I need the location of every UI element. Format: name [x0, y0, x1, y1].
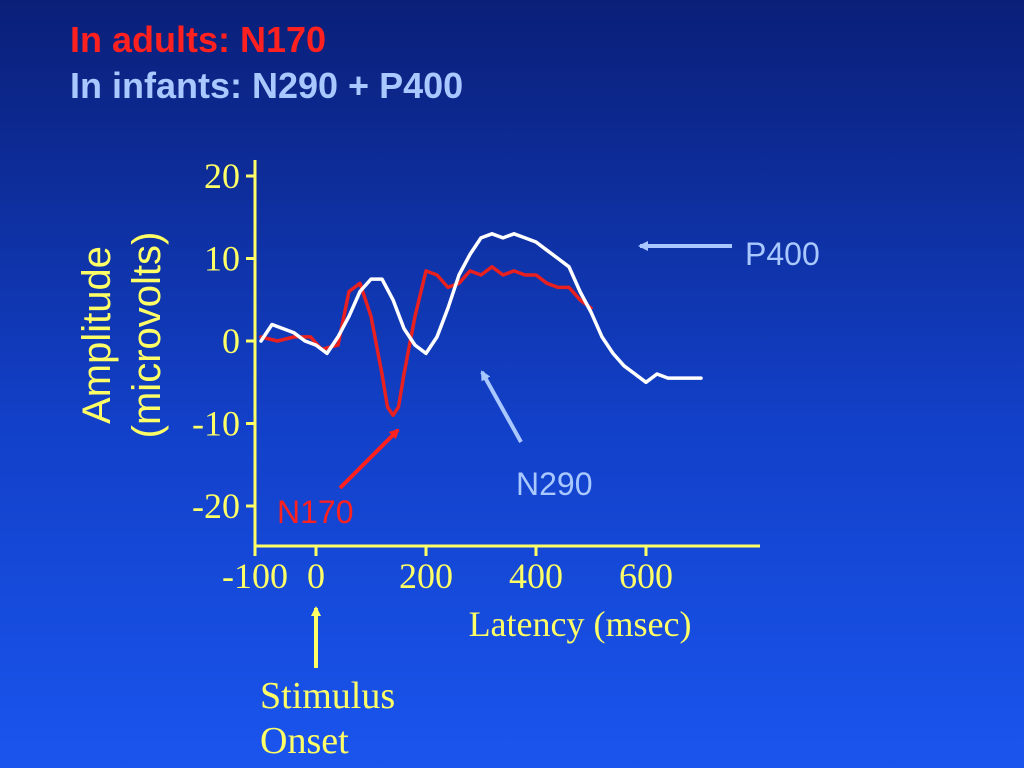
n170-arrow [338, 428, 400, 490]
x-tick-label: 600 [619, 556, 673, 596]
y-tick-label: 20 [204, 156, 240, 196]
x-tick-label: -100 [222, 556, 288, 596]
y-ticks: 20 10 0 -10 -20 [192, 156, 255, 526]
slide-title-infants: In infants: N290 + P400 [70, 65, 464, 106]
y-tick-label: -10 [192, 404, 240, 444]
y-tick-label: 10 [204, 239, 240, 279]
x-ticks: -100 0 200 400 600 [222, 546, 673, 596]
n290-arrow [480, 370, 523, 443]
x-tick-label: 200 [399, 556, 453, 596]
stimulus-onset-label-line2: Onset [260, 720, 349, 762]
series-line-infant [259, 232, 703, 385]
y-tick-label: 0 [222, 321, 240, 361]
y-axis-label-line2: (microvolts) [125, 232, 169, 439]
stimulus-onset-label-line1: Stimulus [260, 675, 395, 717]
y-tick-label: -20 [192, 486, 240, 526]
x-tick-label: 0 [307, 556, 325, 596]
n290-label: N290 [516, 466, 593, 502]
x-tick-label: 400 [509, 556, 563, 596]
slide-title-adults: In adults: N170 [70, 19, 327, 60]
y-axis-label-line1: Amplitude [75, 246, 119, 424]
series-layer [259, 232, 703, 418]
x-axis-label: Latency (msec) [469, 604, 692, 644]
series-line-n170 [259, 265, 593, 418]
p400-label: P400 [745, 236, 820, 272]
n170-label: N170 [277, 494, 354, 530]
